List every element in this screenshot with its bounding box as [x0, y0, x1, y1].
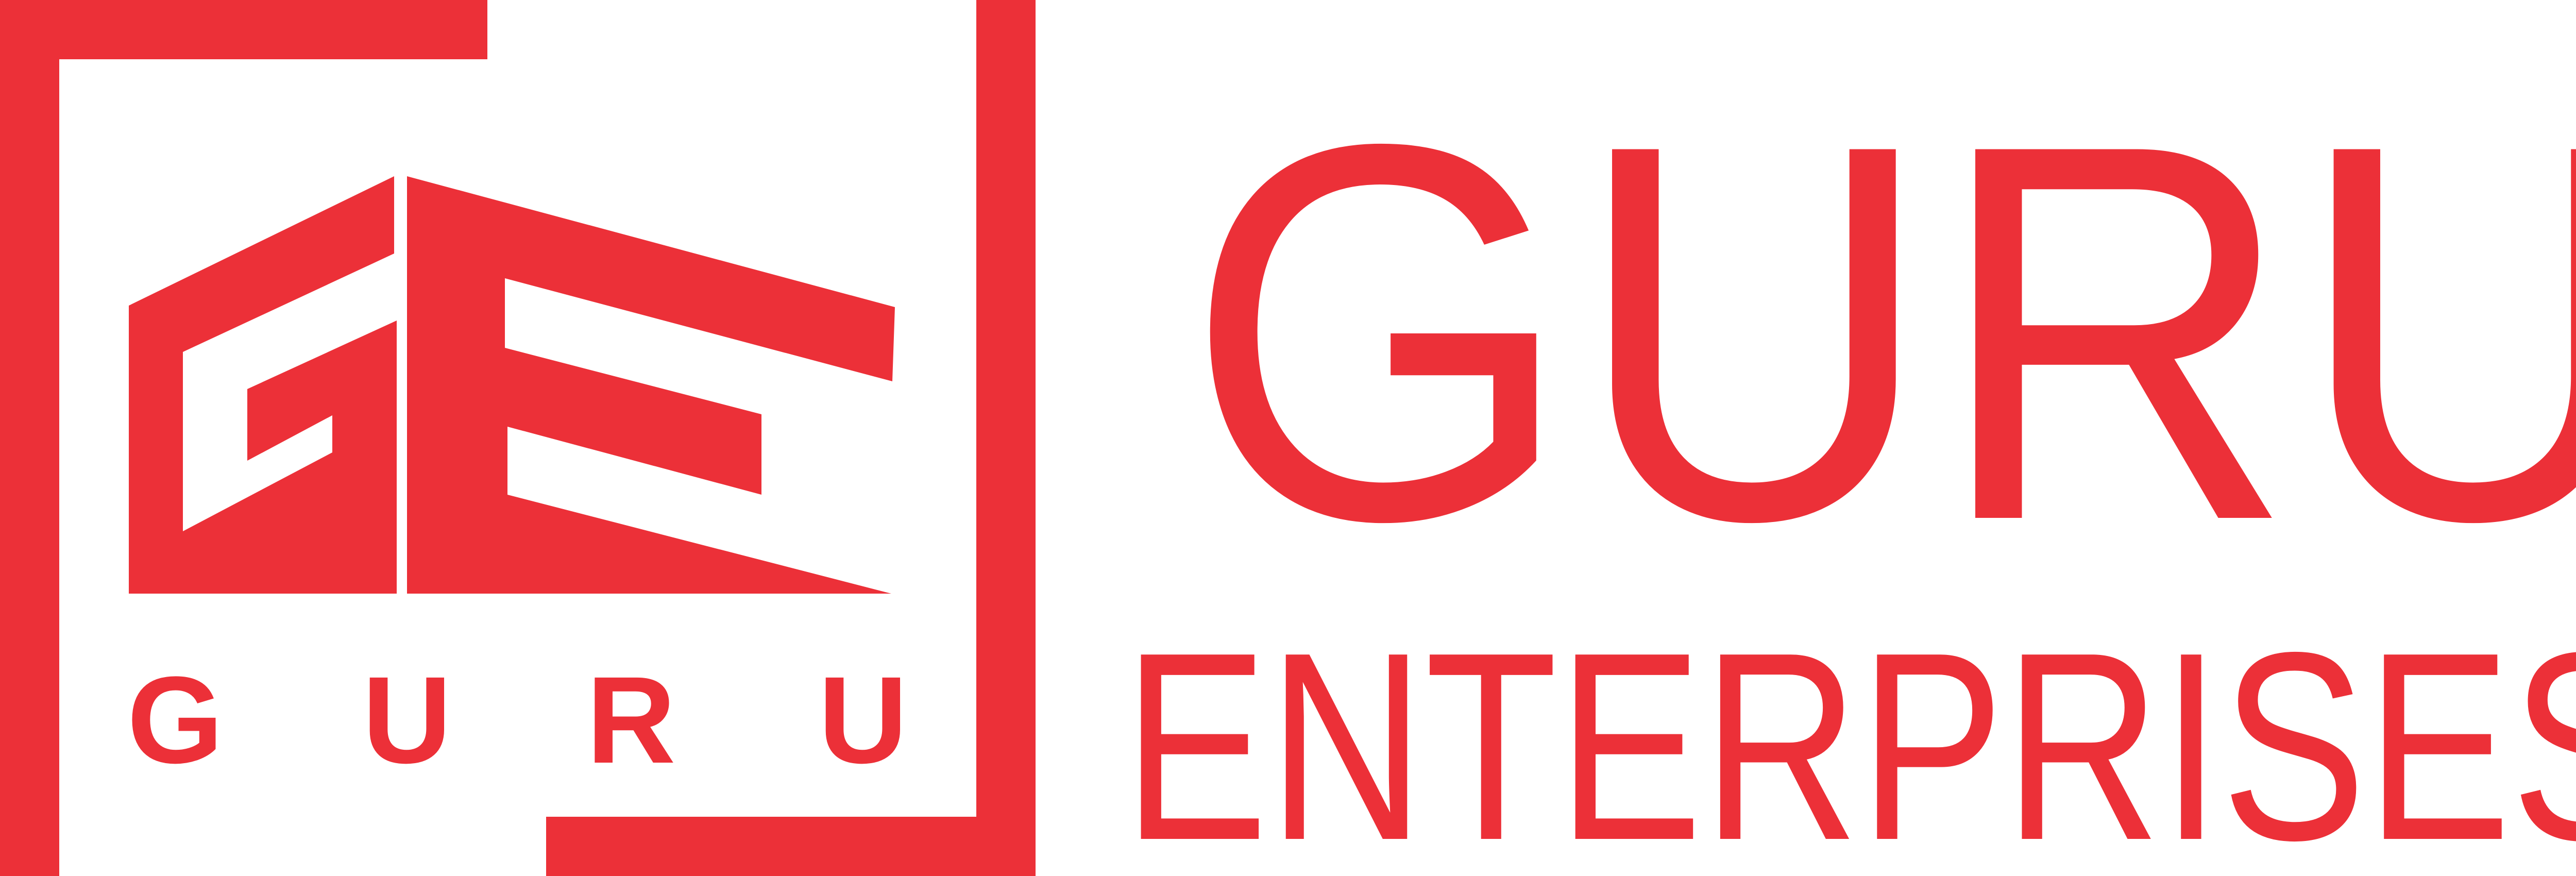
company-name-secondary: ENTERPRISES [1123, 597, 2576, 876]
company-name-primary: GURU [1185, 33, 2576, 632]
tagline-letter-u-2: U [818, 651, 907, 789]
logo-tagline: G U R U [127, 651, 908, 789]
logo-emblem: G U R U [0, 0, 1036, 876]
logo-frame [0, 0, 1036, 876]
tagline-letter-u: U [362, 651, 451, 789]
tagline-letter-r: R [586, 651, 675, 789]
tagline-letter-g: G [127, 651, 224, 789]
ge-monogram-icon [129, 176, 895, 594]
